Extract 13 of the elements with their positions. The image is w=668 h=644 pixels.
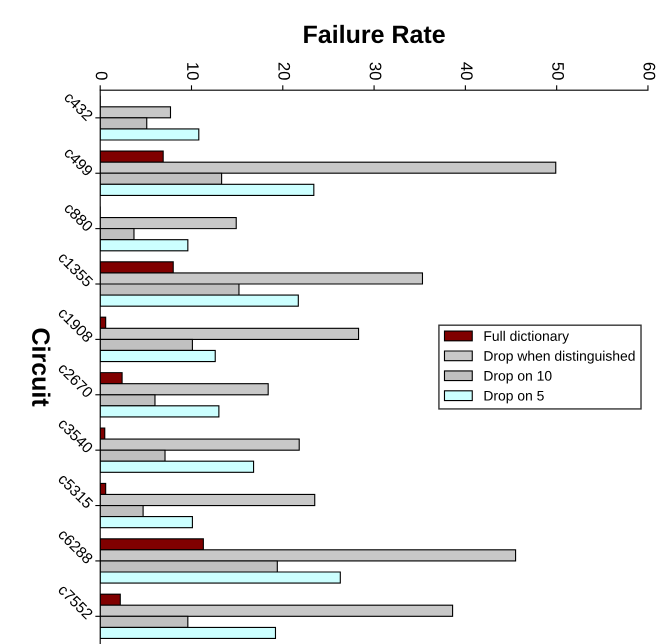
legend-label: Drop when distinguished — [484, 350, 635, 364]
x-tick-label: 0 — [96, 72, 108, 80]
x-tick-label: 20 — [278, 62, 290, 80]
chart-title: Failure Rate — [304, 24, 445, 44]
y-axis-title: Circuit — [32, 328, 50, 406]
x-tick-label: 10 — [187, 63, 199, 80]
x-tick-label: 60 — [643, 62, 656, 80]
x-tick-label: 50 — [552, 62, 564, 80]
legend-label: Drop on 5 — [484, 390, 544, 404]
legend-label: Drop on 10 — [484, 370, 552, 384]
x-tick-label: 30 — [370, 62, 382, 80]
x-tick-label: 40 — [460, 62, 473, 80]
legend-label: Full dictionary — [484, 330, 570, 344]
